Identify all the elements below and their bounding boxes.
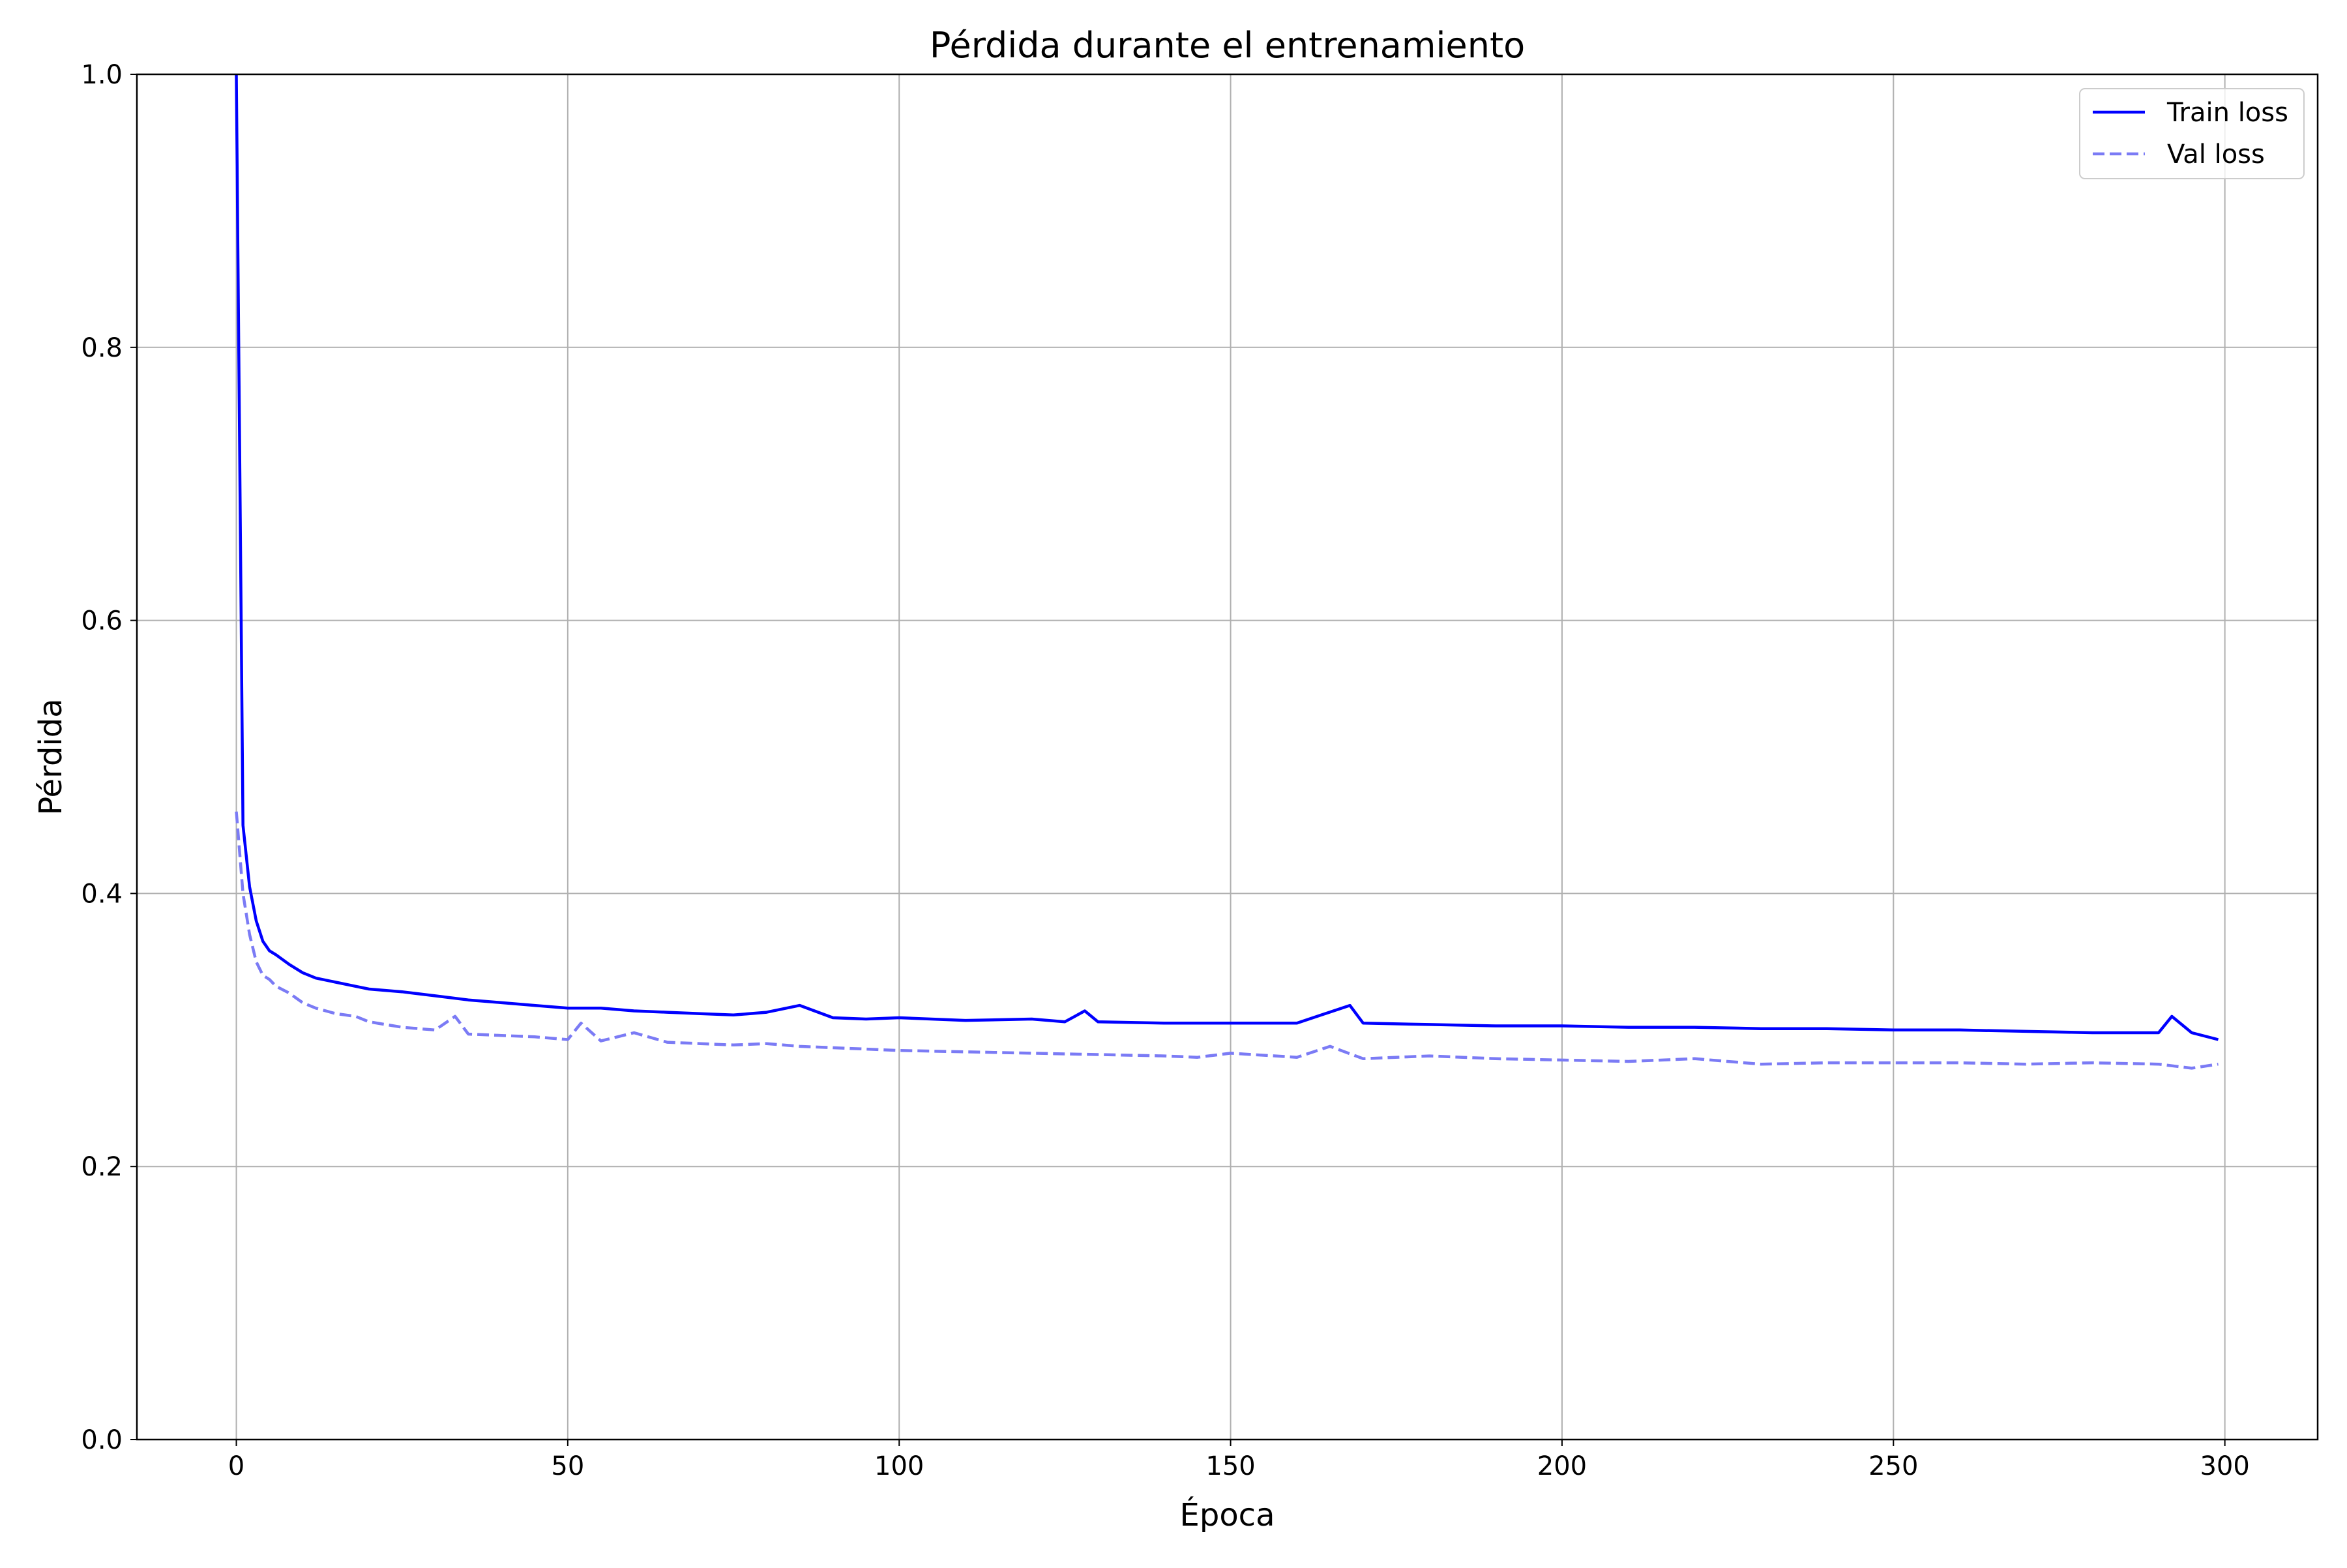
chart-title: Pérdida durante el entrenamiento — [930, 25, 1525, 66]
x-axis-label: Época — [1180, 1496, 1275, 1533]
x-tick-label: 200 — [1537, 1451, 1587, 1481]
x-tick-label: 50 — [551, 1451, 584, 1481]
legend: Train loss Val loss — [2079, 88, 2305, 179]
series-line-val-loss — [235, 811, 2219, 1070]
y-tick-label: 1.0 — [81, 60, 123, 90]
x-tick-label: 250 — [1868, 1451, 1918, 1481]
axis-ticks: 0 50 100 150 200 250 300 0.0 0.2 0.4 0.6 0.8 1.0 — [81, 60, 2249, 1481]
y-tick-label: 0.4 — [81, 879, 123, 909]
plot-frame — [136, 73, 2319, 1441]
y-tick-label: 0.6 — [81, 606, 123, 636]
y-tick-label: 0.0 — [81, 1425, 123, 1455]
series-layer — [235, 74, 2219, 1070]
x-tick-label: 300 — [2200, 1451, 2249, 1481]
y-tick-label: 0.8 — [81, 333, 123, 363]
legend-label-val-loss: Val loss — [2167, 140, 2265, 170]
x-tick-label: 100 — [874, 1451, 924, 1481]
x-tick-label: 0 — [228, 1451, 244, 1481]
x-tick-label: 150 — [1205, 1451, 1255, 1481]
y-tick-label: 0.2 — [81, 1152, 123, 1182]
legend-label-train-loss: Train loss — [2166, 98, 2288, 128]
series-line-train-loss — [235, 74, 2219, 1041]
y-axis-label: Pérdida — [33, 698, 69, 815]
